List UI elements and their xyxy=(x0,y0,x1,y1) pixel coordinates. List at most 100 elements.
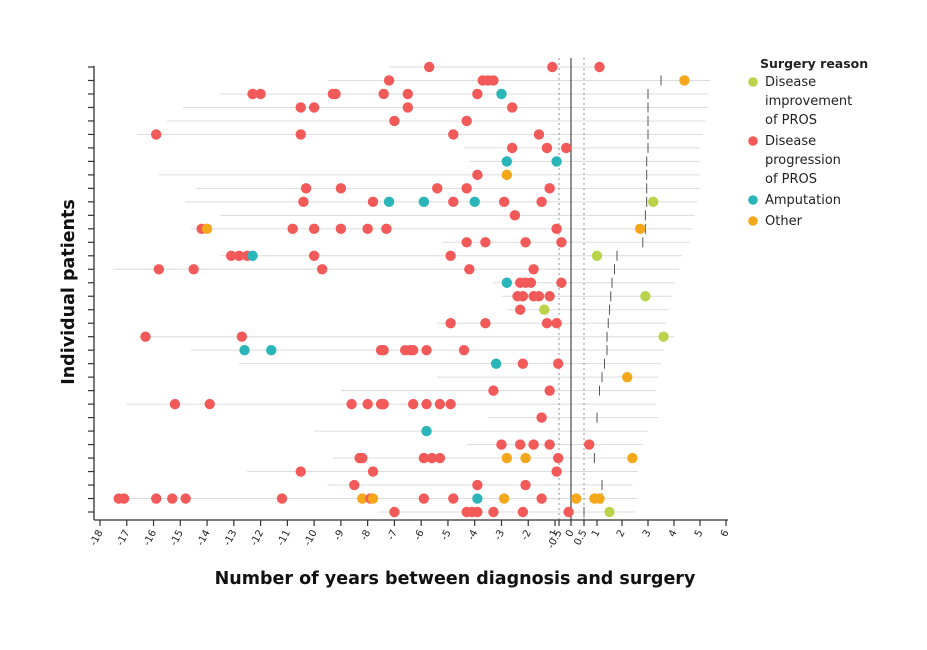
data-point xyxy=(551,466,562,477)
data-point xyxy=(308,102,320,113)
data-point xyxy=(239,344,250,356)
data-point xyxy=(640,291,651,302)
data-point xyxy=(300,183,312,194)
data-point xyxy=(488,75,499,86)
data-point xyxy=(488,385,499,396)
data-point xyxy=(551,318,562,329)
data-point xyxy=(266,344,277,356)
data-point xyxy=(622,371,633,383)
data-point xyxy=(517,291,529,302)
data-point xyxy=(402,102,413,113)
data-point xyxy=(539,304,550,315)
data-point xyxy=(528,264,539,275)
x-tick-label: -18 xyxy=(88,528,105,548)
x-ticks: -18 -17 -16 -15 -14 -13 -12 -11 -10 -9 -8 -7 -6 -5 -4-… xyxy=(88,520,732,551)
data-point xyxy=(515,304,526,315)
data-point xyxy=(556,237,567,248)
data-point xyxy=(389,506,400,518)
data-point xyxy=(276,493,288,504)
data-point xyxy=(472,479,483,491)
data-point xyxy=(461,237,472,248)
data-point xyxy=(308,223,320,235)
data-point xyxy=(169,398,181,410)
x-tick-label: -11 xyxy=(276,528,293,548)
x-tick-label: -1 xyxy=(546,528,560,542)
legend-label-amputation: Amputation xyxy=(765,193,841,208)
legend-label-improvement: of PROS xyxy=(765,113,817,128)
data-point xyxy=(536,493,547,504)
x-tick-label: -10 xyxy=(302,528,319,548)
data-point xyxy=(536,196,547,208)
x-tick-label: 6 xyxy=(719,528,732,539)
data-point xyxy=(480,318,491,329)
data-point xyxy=(551,223,562,235)
data-point xyxy=(140,331,151,342)
data-point xyxy=(448,129,459,140)
data-point xyxy=(335,183,347,194)
x-tick-label: -9 xyxy=(332,528,346,542)
data-point xyxy=(255,88,266,100)
data-point xyxy=(544,385,555,396)
data-point xyxy=(472,88,483,100)
data-point xyxy=(153,264,165,275)
data-point xyxy=(501,277,513,288)
legend-marker-progression xyxy=(748,136,758,146)
data-point xyxy=(316,264,328,275)
data-point xyxy=(151,129,162,140)
x-tick-label: -15 xyxy=(169,528,186,548)
data-point xyxy=(584,439,595,450)
data-point xyxy=(561,142,572,154)
x-tick-label: -7 xyxy=(386,528,400,542)
data-point xyxy=(407,398,419,410)
data-point xyxy=(151,493,162,504)
legend-label-progression: progression xyxy=(765,153,841,168)
data-point xyxy=(509,210,521,221)
data-point xyxy=(648,196,659,208)
legend-marker-amputation xyxy=(748,195,758,205)
legend-marker-other xyxy=(748,216,758,226)
data-point xyxy=(426,452,438,464)
legend-label-other: Other xyxy=(765,214,803,229)
x-tick-label: -6 xyxy=(412,528,426,542)
data-point xyxy=(541,142,553,154)
data-point xyxy=(432,183,443,194)
data-point xyxy=(547,61,558,73)
x-tick-label: 0 xyxy=(564,528,577,539)
data-point xyxy=(445,398,456,410)
data-point xyxy=(367,493,379,504)
data-point xyxy=(349,479,360,491)
end-marks xyxy=(583,75,662,517)
data-point xyxy=(533,129,545,140)
data-point xyxy=(679,75,690,86)
x-tick-label: 2 xyxy=(615,528,628,539)
x-tick-label: 3 xyxy=(641,528,654,539)
data-point xyxy=(362,223,373,235)
data-point xyxy=(544,183,555,194)
data-point xyxy=(627,452,638,464)
data-point xyxy=(418,493,430,504)
x-tick-label: -12 xyxy=(249,528,266,548)
data-point xyxy=(233,250,245,261)
data-point xyxy=(506,142,518,154)
data-point xyxy=(472,169,483,181)
data-point xyxy=(480,237,491,248)
reference-lines xyxy=(558,58,585,520)
data-points xyxy=(113,61,690,518)
data-point xyxy=(378,398,389,410)
data-point xyxy=(335,223,347,235)
x-tick-label: 4 xyxy=(667,528,680,539)
data-point xyxy=(501,169,513,181)
data-point xyxy=(496,439,507,450)
data-point xyxy=(367,196,379,208)
data-point xyxy=(571,493,582,504)
data-point xyxy=(383,196,395,208)
data-point xyxy=(533,291,545,302)
data-point xyxy=(501,156,513,167)
data-point xyxy=(591,250,603,261)
data-point xyxy=(402,88,413,100)
data-point xyxy=(247,88,258,100)
data-point xyxy=(536,412,547,423)
data-point xyxy=(295,129,306,140)
data-point xyxy=(378,344,389,356)
data-point xyxy=(204,398,215,410)
